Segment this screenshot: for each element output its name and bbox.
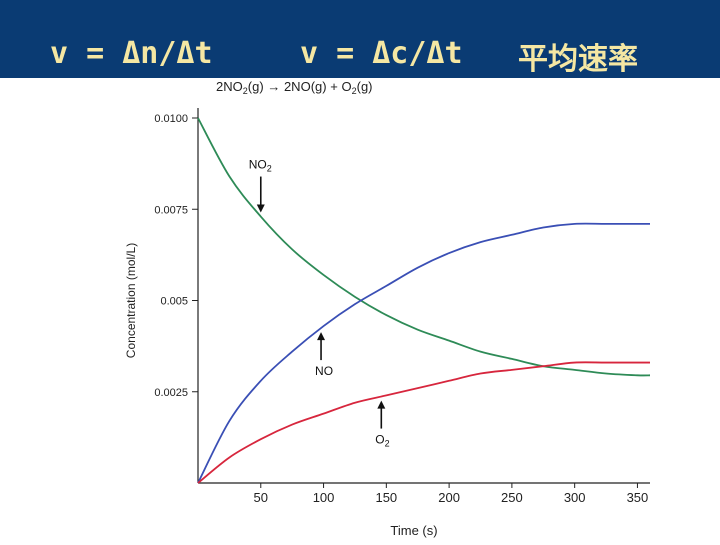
y-tick-label: 0.005 — [160, 296, 188, 308]
x-tick-label: 50 — [254, 490, 268, 505]
concentration-chart: 2NO2(g) → 2NO(g) + O2(g) 0.0025 0.005 0.007… — [124, 79, 651, 538]
annotation-label-no2: NO2 — [249, 158, 272, 174]
x-axis-label: Time (s) — [390, 523, 437, 538]
title-banner: v = Δn/Δt v = Δc/Δt 平均速率 — [0, 0, 720, 78]
annotation-arrowhead — [377, 400, 386, 409]
reaction-equation: 2NO2(g) → 2NO(g) + O2(g) — [216, 79, 373, 96]
y-tick-label: 0.0100 — [154, 113, 188, 125]
y-axis-label: Concentration (mol/L) — [124, 243, 138, 358]
series-line-no2 — [197, 117, 651, 377]
series-line-no — [197, 222, 650, 484]
annotation-label-no: NO — [315, 364, 333, 378]
x-tick-label: 350 — [627, 490, 649, 505]
x-tick-label: 300 — [564, 490, 586, 505]
y-tick-label: 0.0075 — [154, 204, 188, 216]
x-tick-label: 150 — [375, 490, 397, 505]
slide-title: 平均速率 — [518, 42, 638, 77]
annotation-arrowhead — [256, 204, 265, 213]
x-tick-label: 250 — [501, 490, 523, 505]
annotation-label-o2: O2 — [375, 433, 389, 449]
x-tick-label: 200 — [438, 490, 460, 505]
x-tick-label: 100 — [313, 490, 335, 505]
formula-moles: v = Δn/Δt — [50, 36, 213, 71]
y-tick-label: 0.0025 — [154, 387, 188, 399]
formula-concentration: v = Δc/Δt — [300, 36, 463, 71]
chart-area: 2NO2(g) → 2NO(g) + O2(g) 0.0025 0.005 0.007… — [0, 78, 720, 540]
annotation-arrowhead — [317, 332, 326, 341]
series-line-o2 — [197, 361, 650, 484]
